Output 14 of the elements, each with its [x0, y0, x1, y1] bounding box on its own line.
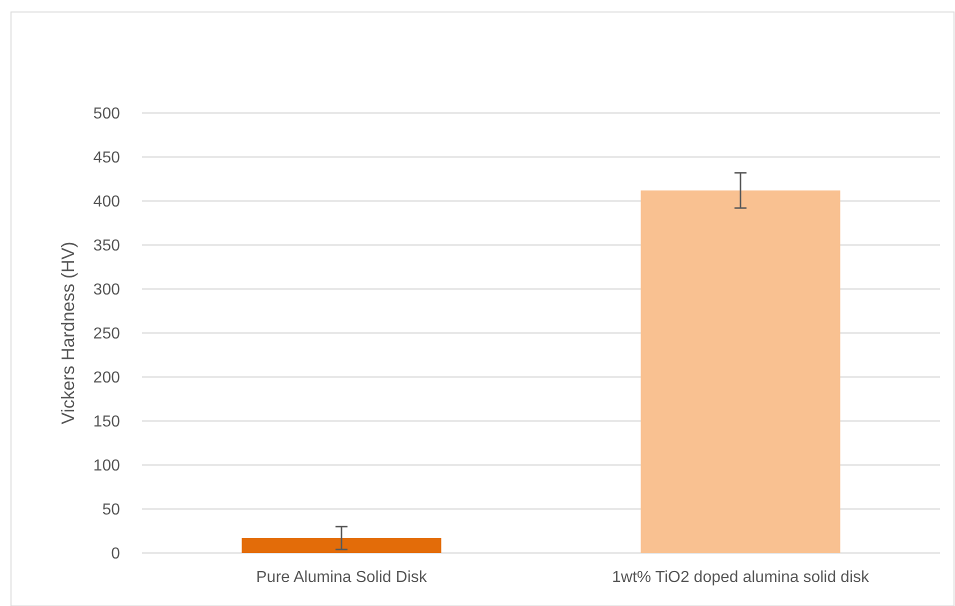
- y-tick-label: 150: [93, 414, 120, 431]
- y-tick-label: 50: [102, 502, 120, 519]
- y-tick-label: 100: [93, 458, 120, 475]
- y-tick-label: 250: [93, 326, 120, 343]
- y-tick-label: 200: [93, 370, 120, 387]
- y-tick-label: 500: [93, 106, 120, 123]
- x-tick-label: 1wt% TiO2 doped alumina solid disk: [612, 569, 870, 586]
- y-tick-label: 0: [111, 546, 120, 563]
- x-tick-label: Pure Alumina Solid Disk: [256, 569, 428, 586]
- y-tick-label: 300: [93, 282, 120, 299]
- y-tick-label: 400: [93, 194, 120, 211]
- y-tick-label: 350: [93, 238, 120, 255]
- y-tick-label: 450: [93, 150, 120, 167]
- y-axis-title: Vickers Hardness (HV): [58, 242, 78, 424]
